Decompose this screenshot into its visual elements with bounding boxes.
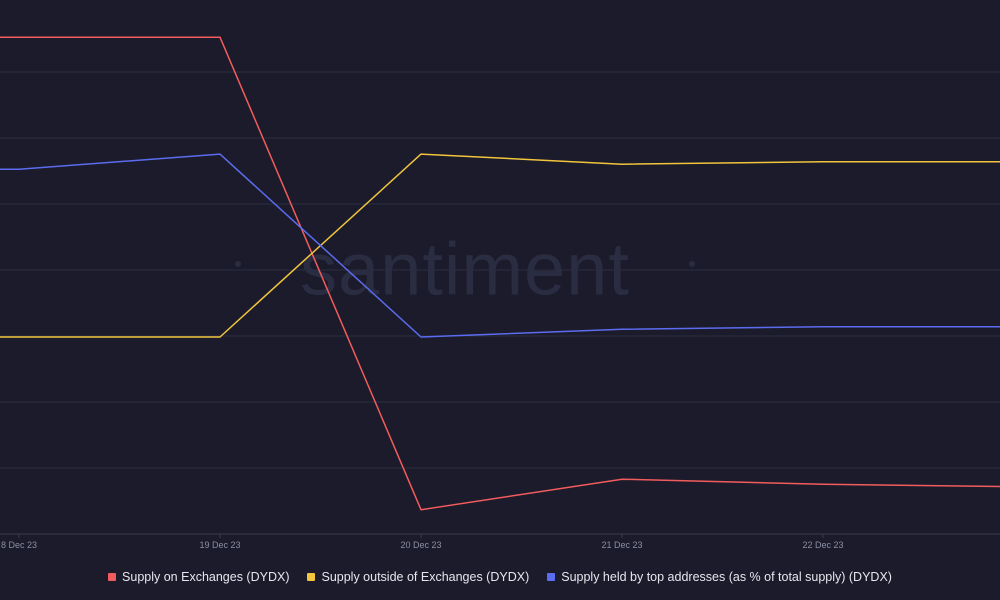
x-axis-ticks: 8 Dec 23 19 Dec 23 20 Dec 23 21 Dec 23 22 De… — [1, 534, 844, 550]
series-line-2 — [0, 153, 1000, 338]
watermark-dot-right — [689, 261, 695, 267]
series-line-0 — [0, 36, 1000, 511]
legend: Supply on Exchanges (DYDX) Supply outside… — [0, 566, 1000, 588]
gridlines — [0, 71, 1000, 469]
legend-item-0[interactable]: Supply on Exchanges (DYDX) — [108, 570, 289, 584]
legend-swatch — [307, 573, 316, 581]
legend-item-2[interactable]: Supply held by top addresses (as % of to… — [547, 570, 892, 584]
legend-label: Supply held by top addresses (as % of to… — [561, 570, 892, 584]
legend-label: Supply on Exchanges (DYDX) — [122, 570, 290, 584]
x-tick-label: 20 Dec 23 — [400, 540, 441, 550]
legend-label: Supply outside of Exchanges (DYDX) — [321, 570, 530, 584]
watermark: santiment — [300, 228, 630, 311]
legend-swatch — [108, 573, 117, 581]
x-tick-label: 22 Dec 23 — [802, 540, 843, 550]
series-lines — [0, 36, 1000, 511]
watermark-dot-left — [235, 261, 241, 267]
x-tick-label: 21 Dec 23 — [601, 540, 642, 550]
x-tick-label: 19 Dec 23 — [199, 540, 240, 550]
series-line-1 — [0, 153, 1000, 338]
legend-swatch — [547, 573, 556, 581]
legend-item-1[interactable]: Supply outside of Exchanges (DYDX) — [307, 570, 529, 584]
x-tick-label: 8 Dec 23 — [1, 540, 37, 550]
